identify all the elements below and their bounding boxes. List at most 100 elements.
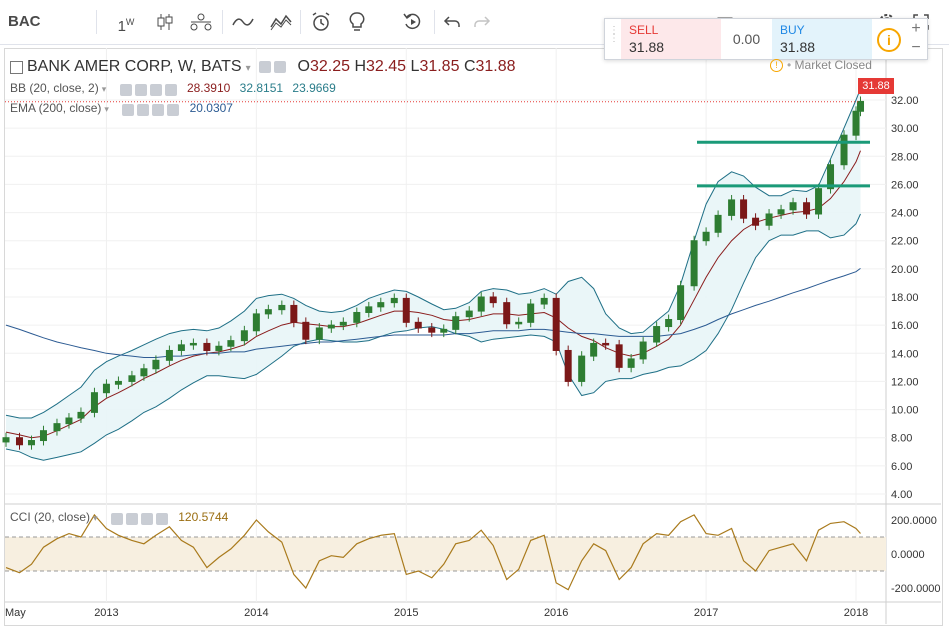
candle-body [615,344,623,368]
candle-body [452,316,460,330]
candle-body [803,202,811,215]
bb-upper-value: 32.8151 [239,81,284,95]
candle-body [264,309,272,315]
ema-legend: EMA (200, close) ▾ 20.0307 [10,101,233,116]
interval-unit: W [125,17,135,27]
collapse-legend-icon[interactable] [10,60,23,74]
symbol-search-button[interactable]: BAC [8,0,48,44]
add-icon[interactable] [140,512,153,525]
price-tick-label: 8.00 [891,433,912,445]
series-controls[interactable] [259,58,289,76]
bb-upper-line [5,88,861,419]
visibility-icon[interactable] [119,83,132,96]
candle-body [515,321,523,325]
visibility-icon[interactable] [259,60,272,73]
settings-icon[interactable] [137,103,150,116]
undo-button[interactable] [440,0,464,44]
buy-label: BUY [780,23,805,37]
close-icon[interactable] [155,512,168,525]
compare-icon [190,13,212,31]
info-icon[interactable]: i [877,28,901,52]
candle-body [815,188,823,215]
undo-arrow-icon [443,16,460,27]
replay-button[interactable] [398,0,428,44]
candle-body [177,344,185,351]
price-tick-label: 20.00 [891,264,919,276]
close-icon[interactable] [167,103,180,116]
bb-legend: BB (20, close, 2) ▾ 28.3910 32.8151 23.96… [10,81,336,96]
templates-button[interactable] [266,0,296,44]
time-tick-label: 2013 [94,607,118,619]
bb-controls[interactable] [119,82,180,96]
close-label: C [463,58,476,76]
candle-body [465,310,473,318]
low-label: L [410,58,420,76]
price-tick-label: 12.00 [891,376,919,388]
visibility-icon[interactable] [110,512,123,525]
settings-icon[interactable] [134,83,147,96]
price-tick-label: 24.00 [891,208,919,220]
candle-body [102,383,110,394]
ema-controls[interactable] [122,102,182,116]
spread-value: 0.00 [732,31,761,47]
indicators-button[interactable] [228,0,258,44]
candle-body [53,423,61,432]
ema-menu-icon[interactable]: ▾ [104,104,109,114]
candle-body [690,240,698,287]
candle-body [489,296,497,304]
candle-body [840,134,848,166]
price-tick-label: 14.00 [891,348,919,360]
candlestick-icon [157,14,173,30]
candle-body [627,358,635,368]
trade-panel: ⋮ ⋮ SELL 31.88 0.00 BUY 31.88 i + − [604,18,928,60]
bb-menu-icon[interactable]: ▾ [101,84,107,94]
series-title: BANK AMER CORP, W, BATS [27,58,242,76]
add-icon[interactable] [149,83,162,96]
cci-controls[interactable] [110,511,171,525]
candles-style-button[interactable] [150,0,180,44]
redo-button[interactable] [470,0,494,44]
increase-button[interactable]: + [911,20,921,37]
time-tick-label: 2016 [544,607,568,619]
time-tick-label: May [5,607,26,619]
cci-tick-label: 200.0000 [891,515,937,527]
price-tick-label: 4.00 [891,489,912,501]
decrease-button[interactable]: − [911,39,921,56]
visibility-icon[interactable] [122,103,135,116]
price-tick-label: 10.00 [891,405,919,417]
ema-value: 20.0307 [189,101,233,115]
settings-icon[interactable] [274,60,287,73]
cci-menu-icon[interactable]: ▾ [93,513,98,523]
sell-button[interactable]: SELL 31.88 [621,19,721,59]
ema-label: EMA (200, close) [10,101,102,115]
time-tick-label: 2017 [694,607,718,619]
interval-button[interactable]: 1W [108,0,144,44]
cci-band-fill [5,537,886,571]
candle-body [653,326,661,343]
candle-body [353,311,361,323]
candle-body [165,349,173,361]
close-icon[interactable] [164,83,177,96]
candle-body [857,100,865,112]
legend-menu-icon[interactable]: ▾ [245,63,251,75]
settings-icon[interactable] [125,512,138,525]
buy-button[interactable]: BUY 31.88 [772,19,872,59]
warning-icon: ! [770,59,783,73]
high-label: H [354,58,367,76]
candle-body [402,297,410,323]
add-icon[interactable] [152,103,165,116]
cci-value: 120.5744 [178,510,229,524]
cci-label: CCI (20, close) [10,510,91,524]
candle-body [240,330,248,342]
drag-handle-icon[interactable]: ⋮ ⋮ [609,25,619,44]
fullscreen-button[interactable] [908,0,934,44]
bb-mid-line [5,150,861,439]
ideas-button[interactable] [342,0,372,44]
price-tick-label: 32.00 [891,95,919,107]
alert-button[interactable] [306,0,336,44]
candle-body [827,164,835,190]
compare-button[interactable] [186,0,216,44]
open-value: 32.25 [309,58,351,76]
candle-body [65,417,73,425]
